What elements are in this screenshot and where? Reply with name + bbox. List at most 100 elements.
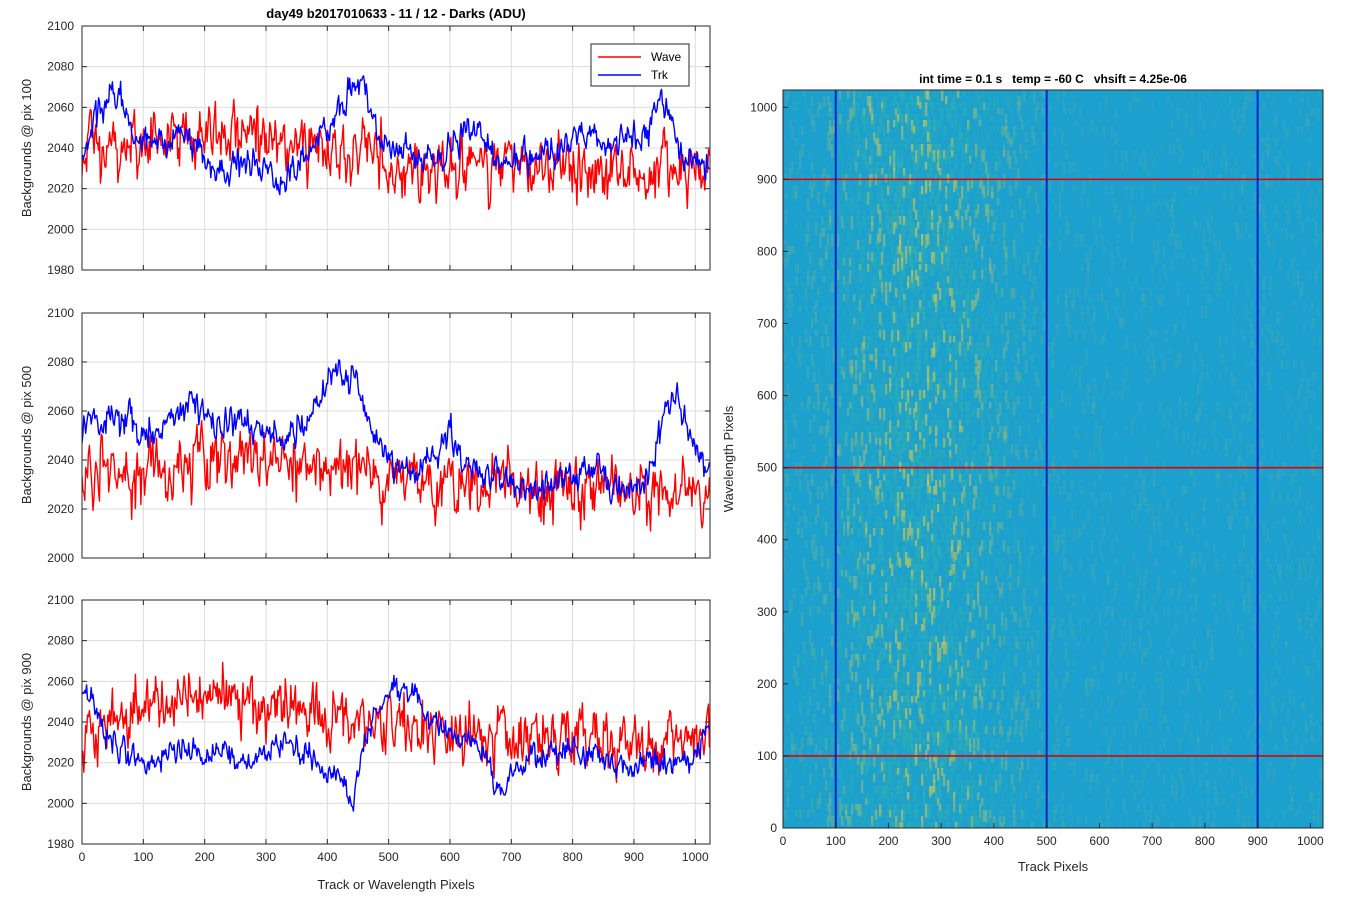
heatmap-streak [871,90,874,104]
heatmap-streak [921,144,924,156]
heatmap-streak [905,108,908,118]
heatmap-streak [881,258,884,267]
heatmap-streak [923,798,926,808]
heatmap-streak [905,426,908,435]
heatmap-streak [797,408,800,420]
heatmap-streak [825,246,828,259]
heatmap-streak [879,534,882,546]
heatmap-streak [919,540,922,553]
heatmap-streak [897,294,900,307]
heatmap-streak [857,744,860,753]
heatmap-streak [883,678,886,686]
heatmap-streak [869,198,872,211]
heatmap-streak [819,192,822,206]
heatmap-streak [841,648,844,659]
heatmap-streak [875,438,878,445]
heatmap-streak [867,342,870,353]
heatmap-streak [913,456,916,464]
heatmap-streak [809,390,812,403]
heatmap-streak [869,792,872,802]
heatmap-streak [905,252,908,264]
heatmap-streak [813,432,816,442]
heatmap-streak [933,372,936,382]
heatmap-streak [845,696,848,703]
heatmap-streak [845,498,848,509]
heatmap-streak [915,624,918,635]
heatmap-streak [909,246,912,256]
heatmap-streak [921,252,924,266]
heatmap-streak [829,336,832,346]
heatmap-streak [801,618,804,628]
heatmap-streak [857,492,860,498]
heatmap-streak [847,168,850,175]
heatmap-streak [919,270,922,278]
heatmap-streak [923,594,926,602]
heatmap-streak [899,486,902,500]
heatmap-streak [879,108,882,119]
heatmap-streak [845,702,848,716]
heatmap-streak [875,264,878,273]
heatmap-streak [823,654,826,665]
heatmap-streak [861,318,864,331]
heatmap-streak [923,282,926,296]
heatmap-streak [837,528,840,537]
heatmap-streak [825,660,828,669]
heatmap-streak [833,360,836,367]
heatmap-streak [783,528,786,539]
heatmap-streak [795,156,798,165]
heatmap-streak [819,822,822,828]
heatmap-streak [903,474,906,487]
heatmap-streak [805,702,808,711]
heatmap-streak [935,792,938,802]
heatmap-streak [829,240,832,250]
heatmap-streak [899,216,902,225]
heatmap-streak [873,258,876,267]
heatmap-streak [819,252,822,265]
heatmap-streak [827,402,830,416]
heatmap-streak [931,624,934,638]
heatmap-streak [871,192,874,203]
heatmap-streak [935,162,938,169]
heatmap-streak [817,396,820,408]
heatmap-streak [837,294,840,301]
heatmap-streak [903,162,906,174]
heatmap-streak [799,348,802,359]
heatmap-streak [883,792,886,805]
heatmap-streak [805,354,808,361]
heatmap-streak [901,810,904,821]
heatmap-streak [895,444,898,452]
heatmap-streak [905,636,908,650]
heatmap-streak [887,138,890,146]
heatmap-streak [909,288,912,300]
heatmap-streak [871,534,874,542]
heatmap-streak [865,810,868,822]
heatmap-streak [817,336,820,343]
heatmap-streak [871,384,874,393]
heatmap-streak [887,216,890,228]
heatmap-streak [789,570,792,583]
heatmap-streak [933,732,936,746]
heatmap-streak [855,390,858,398]
heatmap-streak [791,540,794,548]
heatmap-streak [847,252,850,262]
heatmap-streak [807,648,810,655]
heatmap-streak [907,234,910,246]
heatmap-streak [895,150,898,163]
heatmap-streak [923,696,926,706]
heatmap-streak [803,642,806,654]
heatmap-streak [803,672,806,683]
heatmap-streak [903,372,906,382]
heatmap-streak [857,288,860,300]
heatmap-streak [887,786,890,800]
heatmap-streak [901,360,904,373]
heatmap-streak [791,480,794,491]
heatmap-streak [909,210,912,223]
heatmap-streak [815,762,818,770]
heatmap-streak [911,726,914,740]
heatmap-streak [919,810,922,817]
heatmap-streak [879,312,882,325]
heatmap-streak [837,420,840,434]
heatmap-streak [795,822,798,828]
heatmap-streak [849,708,852,716]
heatmap-streak [871,642,874,651]
